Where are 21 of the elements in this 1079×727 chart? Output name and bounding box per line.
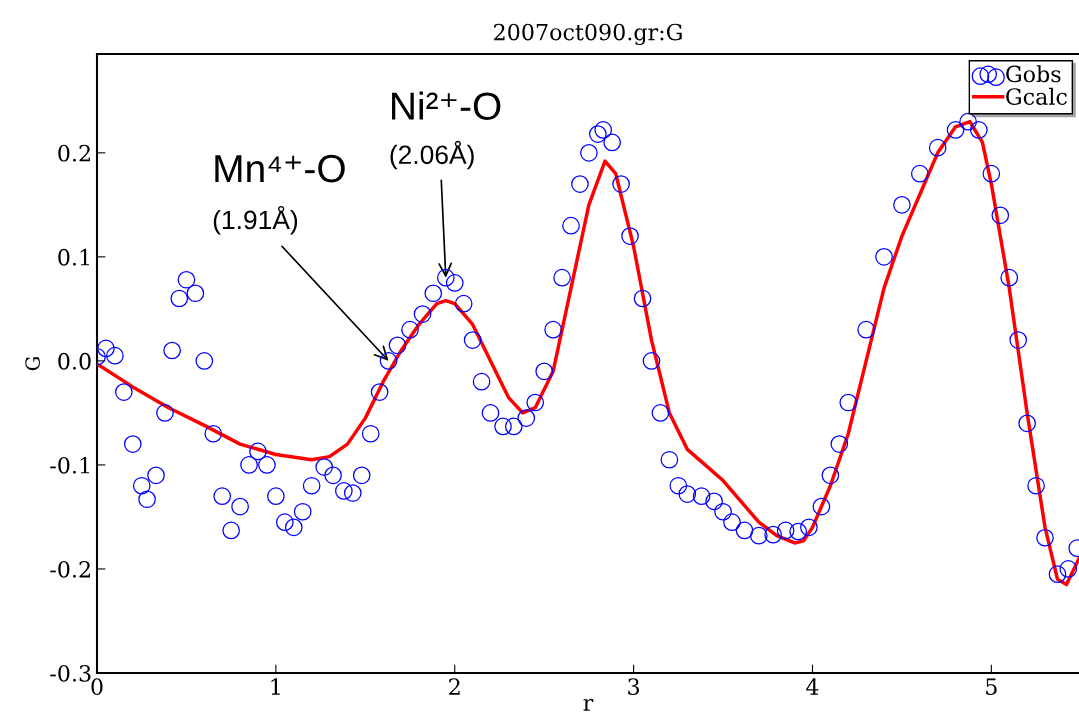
x-tick-label: 0 — [91, 678, 103, 696]
annotation: Mn⁴⁺-O — [215, 154, 345, 183]
y-tick-label: 0.1 — [58, 248, 89, 266]
x-tick-label: 5 — [986, 678, 997, 696]
legend-label: Gcalc — [1006, 87, 1067, 105]
y-tick-label: -0.2 — [50, 560, 90, 578]
legend-label: Gobs — [1006, 65, 1061, 83]
annotation: (2.06Å) — [390, 140, 474, 170]
y-tick-label: -0.3 — [50, 664, 91, 682]
y-tick-label: 0.0 — [58, 352, 91, 370]
x-tick-label: 2 — [449, 678, 460, 695]
y-axis-title: G — [25, 357, 40, 371]
x-tick-label: 4 — [806, 678, 819, 695]
annotation: Ni²⁺-O — [392, 91, 501, 120]
x-axis-title: r — [583, 698, 594, 711]
y-tick-label: 0.2 — [58, 144, 90, 162]
y-tick-label: -0.1 — [50, 456, 89, 474]
chart-title: 2007oct090.gr:G — [494, 23, 682, 46]
x-tick-label: 1 — [271, 678, 280, 695]
x-tick-label: 3 — [628, 678, 640, 696]
annotation: (1.91Å) — [213, 205, 298, 235]
